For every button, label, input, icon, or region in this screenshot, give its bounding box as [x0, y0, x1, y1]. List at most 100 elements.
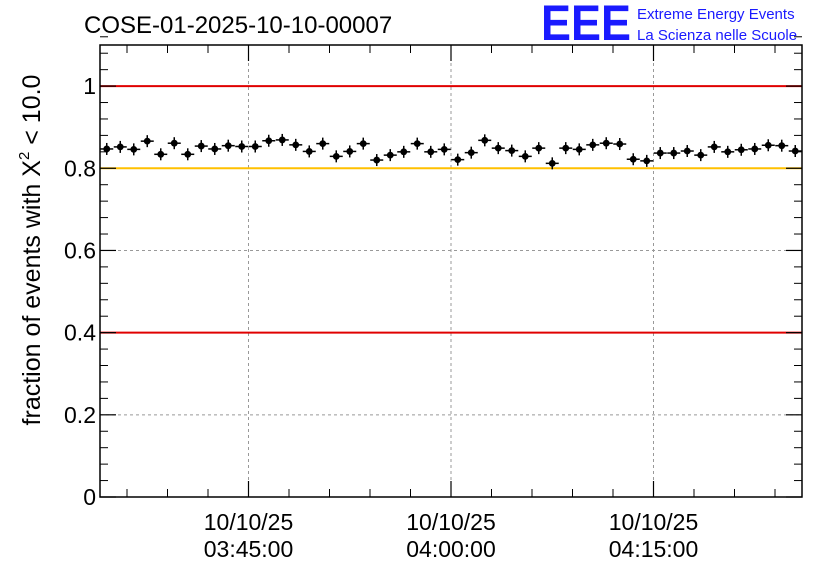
point-marker [305, 148, 313, 155]
point-marker [616, 140, 624, 148]
x-tick-date: 10/10/25 [204, 509, 294, 535]
x-tick-time: 04:15:00 [609, 536, 699, 562]
point-marker [656, 149, 664, 157]
point-marker [710, 143, 718, 151]
data-point [613, 138, 627, 151]
data-point [329, 150, 343, 163]
point-marker [602, 139, 610, 147]
data-point [694, 149, 708, 162]
point-marker [278, 136, 286, 144]
data-point [208, 142, 222, 155]
point-marker [427, 148, 435, 156]
point-marker [157, 150, 165, 158]
point-marker [197, 142, 205, 150]
point-marker [130, 145, 138, 153]
data-point [356, 137, 370, 150]
point-marker [724, 148, 732, 156]
eee-logo: EEE Extreme Energy Events La Scienza nel… [541, 0, 797, 51]
point-marker [467, 149, 475, 157]
data-point [653, 147, 667, 160]
data-point [275, 133, 289, 146]
data-point [707, 140, 721, 153]
data-point [721, 145, 735, 158]
point-marker [454, 156, 462, 164]
data-point [748, 142, 762, 155]
data-point [316, 137, 330, 150]
point-marker [346, 148, 354, 155]
point-marker [629, 155, 637, 163]
data-point [559, 142, 573, 155]
point-marker [643, 157, 651, 165]
y-axis-label: fraction of events with X2 < 10.0 [16, 75, 46, 426]
data-point [491, 142, 505, 155]
point-marker [319, 140, 327, 148]
tick-labels: 00.20.40.60.8110/10/2503:45:0010/10/2504… [64, 73, 698, 562]
data-point [397, 145, 411, 158]
data-point [167, 137, 181, 150]
point-marker [116, 143, 124, 151]
point-marker [224, 142, 232, 150]
logo-line-2: La Scienza nelle Scuole [637, 27, 797, 44]
data-point [383, 149, 397, 162]
data-point [221, 139, 235, 152]
point-marker [670, 149, 678, 157]
x-tick-time: 03:45:00 [204, 536, 294, 562]
data-point [640, 154, 654, 167]
chart-title: COSE-01-2025-10-10-00007 [84, 12, 392, 39]
point-marker [386, 151, 394, 159]
data-point [572, 143, 586, 156]
data-point [505, 144, 519, 157]
point-marker [211, 145, 219, 153]
data-point [235, 140, 249, 153]
data-point [464, 146, 478, 159]
data-point [100, 142, 114, 155]
data-point [761, 139, 775, 152]
logo-line-1: Extreme Energy Events [637, 6, 795, 23]
data-point [680, 145, 694, 158]
data-point [586, 138, 600, 151]
point-marker [535, 144, 543, 152]
data-point [127, 143, 141, 156]
point-marker [778, 142, 786, 150]
point-marker [481, 136, 489, 144]
point-marker [508, 147, 516, 155]
point-marker [589, 141, 597, 149]
y-tick-label: 0.6 [64, 237, 96, 263]
point-marker [737, 146, 745, 154]
data-point [370, 154, 384, 167]
data-point [451, 153, 465, 166]
point-marker [332, 152, 340, 160]
grid [100, 45, 802, 497]
data-point [478, 134, 492, 147]
x-tick-time: 04:00:00 [406, 536, 496, 562]
eee-logo-mark: EEE [541, 0, 631, 51]
data-point [437, 143, 451, 156]
point-marker [791, 147, 799, 155]
point-marker [494, 144, 502, 152]
data-points [100, 133, 802, 170]
point-marker [413, 140, 421, 148]
y-tick-label: 1 [83, 73, 96, 99]
point-marker [359, 140, 367, 148]
y-tick-label: 0.2 [64, 402, 96, 428]
data-point [532, 142, 546, 155]
point-marker [764, 141, 772, 149]
data-point [248, 140, 262, 153]
data-point [140, 135, 154, 148]
point-marker [548, 159, 556, 167]
x-tick-date: 10/10/25 [609, 509, 699, 535]
data-point [343, 145, 357, 158]
point-marker [238, 143, 246, 150]
data-point [545, 157, 559, 170]
data-point [788, 145, 802, 158]
data-point [626, 153, 640, 166]
data-point [518, 150, 532, 163]
point-marker [265, 137, 273, 145]
data-point [113, 140, 127, 153]
point-marker [683, 147, 691, 155]
y-axis-label-prefix: fraction of events with [18, 177, 46, 426]
y-axis-label-suffix: < 10.0 [18, 75, 46, 152]
point-marker [697, 151, 705, 159]
point-marker [440, 145, 448, 153]
